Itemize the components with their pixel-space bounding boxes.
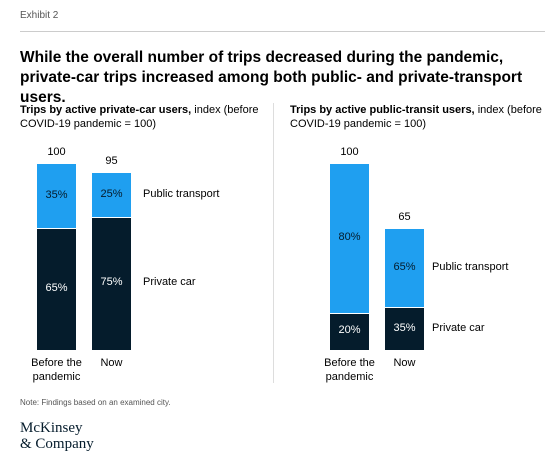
total-label: 65	[398, 211, 411, 224]
bar-segment	[37, 228, 76, 350]
logo: McKinsey & Company	[20, 420, 94, 452]
note: Note: Findings based on an examined city…	[20, 398, 171, 407]
value-label: 75%	[100, 276, 123, 289]
logo-line: & Company	[20, 436, 94, 452]
total-label: 95	[105, 155, 118, 168]
bar-segment	[330, 163, 369, 313]
bar-segment	[385, 307, 424, 350]
x-tick-label: Now	[393, 357, 416, 369]
title: While the overall number of trips decrea…	[20, 49, 523, 106]
chart-title: Trips by active public-transit users,	[290, 104, 475, 116]
chart-divider	[273, 103, 274, 383]
bar-segment	[92, 172, 131, 217]
logo-line: McKinsey	[20, 420, 83, 436]
chart-heading: Trips by active public-transit users, in…	[290, 103, 545, 131]
value-label: 20%	[338, 324, 361, 337]
legend-label: Private car	[143, 276, 196, 289]
exhibit-label: Exhibit 2	[20, 10, 59, 21]
legend-label: Private car	[432, 321, 485, 334]
bar-segment	[92, 216, 131, 350]
value-label: 65%	[45, 282, 68, 295]
bar-segment	[330, 312, 369, 350]
x-tick-label: Before the pandemic	[324, 357, 375, 383]
total-label: 100	[47, 146, 66, 158]
value-label: 65%	[393, 260, 416, 273]
legend-label: Public transport	[432, 260, 509, 273]
value-label: 80%	[338, 230, 361, 243]
x-tick-label: Before the pandemic	[31, 357, 82, 383]
chart-subtitle: index (before COVID-19 pandemic = 100)	[290, 104, 542, 130]
value-label: 35%	[393, 321, 416, 334]
legend-label: Public transport	[143, 187, 220, 200]
total-label: 100	[340, 146, 359, 158]
bar-segment	[385, 228, 424, 308]
chart-title: Trips by active private-car users,	[20, 104, 192, 116]
divider	[20, 31, 545, 32]
bar-segment	[37, 163, 76, 229]
x-tick-label: Now	[100, 357, 123, 369]
chart-subtitle: index (before COVID-19 pandemic = 100)	[20, 104, 259, 130]
value-label: 25%	[100, 187, 123, 200]
chart-heading: Trips by active private-car users, index…	[20, 103, 260, 131]
value-label: 35%	[45, 188, 68, 201]
